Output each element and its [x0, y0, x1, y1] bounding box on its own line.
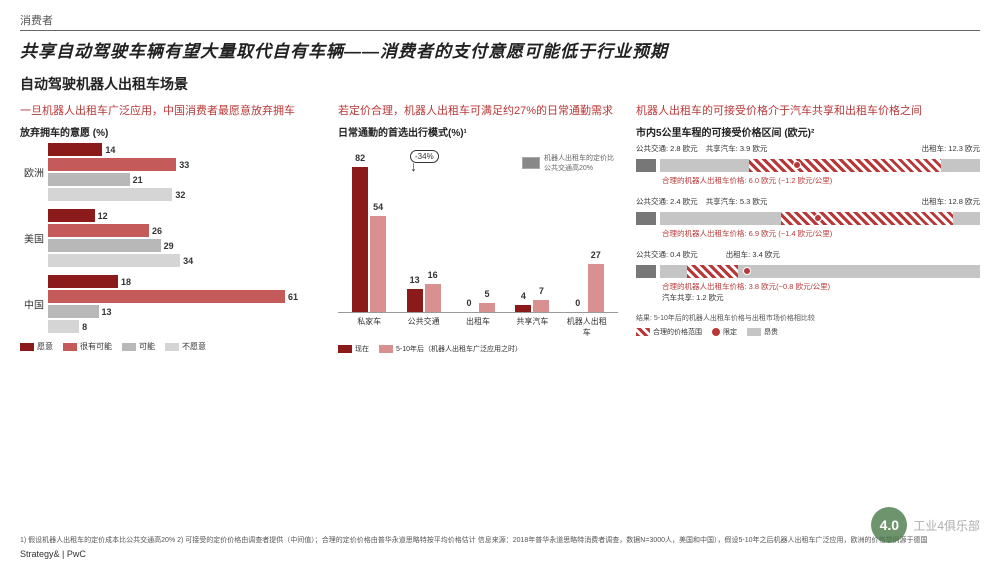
brand: Strategy& | PwC	[20, 549, 86, 559]
left-legend: 愿意很有可能可能不愿意	[20, 341, 320, 352]
vertical-bar-chart: 825413160547027	[338, 143, 618, 313]
vbar-wrap: -34% ↓ 机器人出租车的定价比公共交通高20% 82541316054702…	[338, 143, 618, 338]
footnote: 1) 假设机器人出租车的定价成本比公共交通高20% 2) 可接受的定价价格由调查…	[20, 536, 980, 545]
right-desc: 机器人出租车的可接受价格介于汽车共享和出租车价格之间	[636, 104, 980, 118]
right-chart-title: 市内5公里车程的可接受价格区间 (欧元)²	[636, 124, 980, 139]
watermark: 4.0 工业4俱乐部	[871, 507, 980, 543]
header-label: 消费者	[20, 12, 980, 28]
left-desc: 一旦机器人出租车广泛应用，中国消费者最愿意放弃拥车	[20, 104, 320, 118]
mid-legend: 现在5-10年后（机器人出租车广泛应用之时）	[338, 344, 618, 354]
page-title: 共享自动驾驶车辆有望大量取代自有车辆——消费者的支付意愿可能低于行业预期	[20, 37, 980, 62]
price-ranges: 公共交通: 2.8 欧元共享汽车: 3.9 欧元出租车: 12.3 欧元合理的机…	[636, 143, 980, 303]
col-right: 机器人出租车的可接受价格介于汽车共享和出租车价格之间 市内5公里车程的可接受价格…	[636, 104, 980, 354]
horizontal-bar-chart: 欧洲14332132美国12262934中国1861138	[20, 143, 320, 333]
watermark-text: 工业4俱乐部	[913, 517, 980, 534]
col-mid: 若定价合理，机器人出租车可满足约27%的日常通勤需求 日常通勤的首选出行模式(%…	[338, 104, 618, 354]
watermark-icon: 4.0	[871, 507, 907, 543]
mid-chart-title: 日常通勤的首选出行模式(%)¹	[338, 124, 618, 139]
left-chart-title: 放弃拥车的意愿 (%)	[20, 124, 320, 139]
page-subtitle: 自动驾驶机器人出租车场景	[20, 74, 980, 94]
x-labels: 私家车公共交通出租车共享汽车机器人出租车	[338, 313, 618, 338]
right-legend: 合理的价格范围限定昂贵	[636, 327, 980, 337]
divider	[20, 30, 980, 31]
mid-desc: 若定价合理，机器人出租车可满足约27%的日常通勤需求	[338, 104, 618, 118]
col-left: 一旦机器人出租车广泛应用，中国消费者最愿意放弃拥车 放弃拥车的意愿 (%) 欧洲…	[20, 104, 320, 354]
columns: 一旦机器人出租车广泛应用，中国消费者最愿意放弃拥车 放弃拥车的意愿 (%) 欧洲…	[20, 104, 980, 354]
right-note: 结果: 5-10年后的机器人出租车价格与出租市场价格相比较	[636, 313, 980, 323]
